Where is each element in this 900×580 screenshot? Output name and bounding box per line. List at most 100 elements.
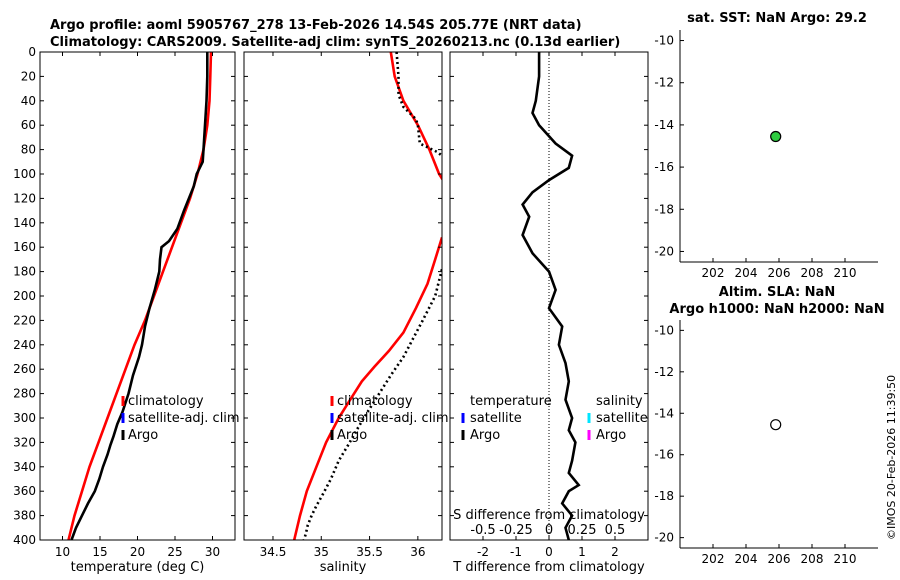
temperature-ytick-label: 120 <box>13 191 36 205</box>
sst-xtick-label: 204 <box>735 266 758 280</box>
sla-ytick-label: -18 <box>654 489 674 503</box>
sla-title-line1: Altim. SLA: NaN <box>719 285 835 300</box>
tdiff-top-tick-label: 0.5 <box>605 523 626 538</box>
figure-title-line1: Argo profile: aoml 5905767_278 13-Feb-20… <box>50 18 582 33</box>
temperature-ytick-label: 0 <box>28 45 36 59</box>
sla-ytick-label: -16 <box>654 448 674 462</box>
tdiff-top-axis-label: S difference from climatology <box>453 508 645 523</box>
sst-ytick-label: -14 <box>654 118 674 132</box>
sst-xtick-label: 210 <box>834 266 857 280</box>
temperature-ytick-label: 100 <box>13 167 36 181</box>
temperature-frame <box>39 51 236 541</box>
sla-title-line2: Argo h1000: NaN h2000: NaN <box>669 302 884 317</box>
salinity-xtick-label: 35 <box>314 545 329 559</box>
tdiff-legend-t-title: temperature <box>470 394 552 409</box>
sla-xtick-label: 208 <box>801 552 824 566</box>
temperature-xlabel: temperature (deg C) <box>71 560 205 575</box>
tdiff-xtick-label: -1 <box>510 545 522 559</box>
salinity-legend-label: Argo <box>337 428 367 443</box>
tdiff-legend-s-label: satellite <box>596 411 648 426</box>
tdiff-legend-s-title: salinity <box>596 394 643 409</box>
sst-ytick-label: -20 <box>654 244 674 258</box>
temperature-ytick-label: 60 <box>21 118 36 132</box>
tdiff-legend-s-label: Argo <box>596 428 626 443</box>
salinity-series-argo-2 <box>395 52 442 157</box>
temperature-ytick-label: 40 <box>21 94 36 108</box>
temperature-series-argo-1 <box>70 52 209 540</box>
temperature-legend-label: climatology <box>128 394 204 409</box>
sst-profile-marker <box>770 130 782 143</box>
sla-ytick-label: -12 <box>654 365 674 379</box>
temperature-ytick-label: 20 <box>21 69 36 83</box>
salinity-xlabel: salinity <box>320 560 367 575</box>
temperature-ytick-label: 320 <box>13 435 36 449</box>
sla-xtick-label: 204 <box>735 552 758 566</box>
temperature-ytick-label: 340 <box>13 460 36 474</box>
sst-ytick-label: -12 <box>654 76 674 90</box>
tdiff-top-tick-label: 0.25 <box>568 523 597 538</box>
temperature-ytick-label: 180 <box>13 265 36 279</box>
temperature-xtick-label: 20 <box>130 545 145 559</box>
tdiff-legend-t-label: Argo <box>470 428 500 443</box>
temperature-ytick-label: 220 <box>13 313 36 327</box>
tdiff-top-tick-label: -0.5 <box>470 523 495 538</box>
sst-map-panel: 202 204 206 208 210 -10 -12 -14 -16 -18 -20 sat. SS… <box>654 11 878 280</box>
tdiff-xlabel: T difference from climatology <box>452 560 645 575</box>
temperature-ytick-label: 360 <box>13 484 36 498</box>
temperature-legend-label: Argo <box>128 428 158 443</box>
sst-title: sat. SST: NaN Argo: 29.2 <box>687 11 867 26</box>
figure-title-line2: Climatology: CARS2009. Satellite-adj cli… <box>50 35 620 50</box>
sst-xtick-label: 208 <box>801 266 824 280</box>
temperature-ytick-label: 140 <box>13 216 36 230</box>
tdiff-xtick-label: 2 <box>611 545 619 559</box>
tdiff-top-tick-label: -0.25 <box>499 523 533 538</box>
salinity-panel: 34.5 35 35.5 36 salinity climatology satellite… <box>244 51 449 575</box>
temperature-xtick-label: 10 <box>55 545 70 559</box>
temperature-legend-label: satellite-adj. clim <box>128 411 240 426</box>
temperature-ytick-label: 200 <box>13 289 36 303</box>
temperature-panel: 10 15 20 25 30020406080100120140160180200220… <box>13 45 240 575</box>
temperature-ytick-label: 400 <box>13 533 36 547</box>
salinity-series-argo-3 <box>302 268 442 540</box>
salinity-xtick-label: 35.5 <box>356 545 383 559</box>
tdiff-panel: -2 -1 0 1 2T difference from climatology S di… <box>450 51 648 575</box>
tdiff-series-argo-t-diff-0 <box>521 52 581 540</box>
temperature-series-climatology-0 <box>67 52 213 540</box>
temperature-ytick-label: 260 <box>13 362 36 376</box>
sla-ytick-label: -14 <box>654 406 674 420</box>
tdiff-legend-t-label: satellite <box>470 411 522 426</box>
sla-xtick-label: 202 <box>702 552 725 566</box>
temperature-xtick-label: 25 <box>167 545 182 559</box>
salinity-xtick-label: 34.5 <box>260 545 287 559</box>
temperature-ytick-label: 380 <box>13 509 36 523</box>
tdiff-frame <box>449 51 649 541</box>
sla-ytick-label: -10 <box>654 323 674 337</box>
salinity-xtick-label: 36 <box>410 545 425 559</box>
temperature-xtick-label: 30 <box>205 545 220 559</box>
temperature-xtick-label: 15 <box>92 545 107 559</box>
sla-xtick-label: 206 <box>768 552 791 566</box>
tdiff-xtick-label: -2 <box>477 545 489 559</box>
sst-ytick-label: -16 <box>654 160 674 174</box>
sla-xtick-label: 210 <box>834 552 857 566</box>
sla-profile-marker <box>770 419 782 431</box>
temperature-ytick-label: 300 <box>13 411 36 425</box>
sla-ytick-label: -20 <box>654 531 674 545</box>
temperature-ytick-label: 240 <box>13 338 36 352</box>
tdiff-top-tick-label: 0 <box>545 523 553 538</box>
salinity-frame <box>243 51 443 541</box>
sst-ytick-label: -18 <box>654 202 674 216</box>
sst-ytick-label: -10 <box>654 34 674 48</box>
salinity-legend-label: satellite-adj. clim <box>337 411 449 426</box>
temperature-ytick-label: 280 <box>13 387 36 401</box>
sst-xtick-label: 206 <box>768 266 791 280</box>
tdiff-xtick-label: 0 <box>545 545 553 559</box>
temperature-ytick-label: 160 <box>13 240 36 254</box>
tdiff-xtick-label: 1 <box>578 545 586 559</box>
sla-map-panel: 202 204 206 208 210 -10 -12 -14 -16 -18 -20 Altim. … <box>654 285 884 566</box>
temperature-ytick-label: 80 <box>21 143 36 157</box>
footer-stamp: ©IMOS 20-Feb-2026 11:39:50 <box>885 375 898 540</box>
salinity-legend-label: climatology <box>337 394 413 409</box>
sst-xtick-label: 202 <box>702 266 725 280</box>
